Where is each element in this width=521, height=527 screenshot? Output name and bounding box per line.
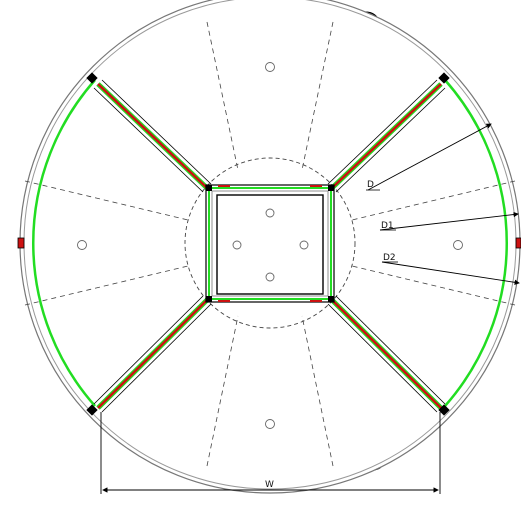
label-d: D <box>367 180 374 190</box>
dimension-d: D <box>366 123 492 191</box>
side-clamps <box>17 237 521 249</box>
arm-upper-right <box>327 79 446 193</box>
center-square <box>205 184 335 303</box>
dimension-d2: D2 <box>381 253 520 285</box>
label-d1: D1 <box>381 221 394 231</box>
hole-top <box>265 62 275 72</box>
hole-center-bottom <box>265 272 275 282</box>
arm-lower-left <box>93 295 212 413</box>
hole-right <box>453 240 463 250</box>
arm-upper-left <box>93 79 212 193</box>
dimension-d1: D1 <box>379 211 519 231</box>
sector-lines <box>24 21 516 467</box>
green-rim-arcs <box>31 79 509 407</box>
label-d2: D2 <box>383 253 396 263</box>
hole-left <box>77 240 87 250</box>
mount-holes <box>77 62 463 429</box>
label-w: W <box>265 480 274 490</box>
hole-center-top <box>265 208 275 218</box>
arm-lower-right <box>327 295 446 413</box>
inner-dashed-circle <box>184 157 356 329</box>
hole-center-right <box>299 240 309 250</box>
hole-center-left <box>232 240 242 250</box>
dimension-w: W <box>100 412 441 494</box>
hole-bottom <box>265 419 275 429</box>
